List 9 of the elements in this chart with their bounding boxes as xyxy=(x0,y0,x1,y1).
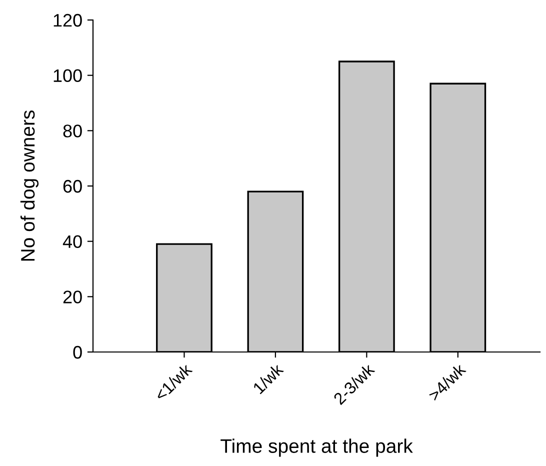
y-tick-label: 80 xyxy=(63,124,82,138)
y-tick-label: 120 xyxy=(54,14,82,27)
y-tick-label: 100 xyxy=(54,69,82,82)
y-axis-title: No of dog owners xyxy=(20,110,39,261)
y-tick-label: 60 xyxy=(63,180,82,193)
x-axis-title: Time spent at the park xyxy=(220,438,413,457)
y-tick-label: 20 xyxy=(63,290,82,304)
y-tick-label: 40 xyxy=(62,235,82,248)
y-tick-label: 0 xyxy=(73,346,82,359)
